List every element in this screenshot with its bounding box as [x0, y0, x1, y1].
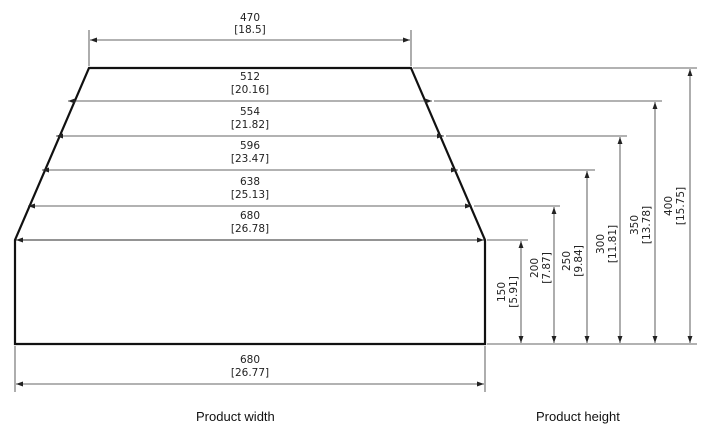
height-label-mm: 400 — [663, 196, 675, 216]
height-label-inch: [11.81] — [607, 225, 619, 263]
height-label-inch: [5.91] — [508, 276, 520, 308]
height-label-inch: [13.78] — [641, 206, 653, 244]
height-dimension-400: 400 [15.75] — [663, 69, 693, 343]
width-label-inch: [23.47] — [231, 153, 269, 165]
bottom-width-dimension: 680 [26.77] — [14, 346, 486, 392]
height-dimension-150: 150 [5.91] — [496, 241, 524, 343]
height-dimension-200: 200 [7.87] — [529, 207, 557, 343]
width-label-inch: [20.16] — [231, 84, 269, 96]
product-width-caption: Product width — [196, 409, 275, 424]
width-dimension-554: 554 [21.82] — [56, 106, 444, 139]
height-dimension-250: 250 [9.84] — [561, 171, 590, 343]
width-label-mm: 554 — [240, 106, 260, 118]
width-label-mm: 512 — [240, 71, 260, 83]
height-label-mm: 250 — [561, 251, 573, 271]
width-dimension-512: 512 [20.16] — [68, 71, 432, 104]
width-label-inch: [25.13] — [231, 189, 269, 201]
width-label-inch: [18.5] — [234, 24, 266, 36]
width-label-mm: 680 — [240, 210, 260, 222]
top-width-dimension: 470 [18.5] — [88, 12, 412, 66]
height-label-mm: 200 — [529, 258, 541, 278]
height-extension-lines — [413, 67, 697, 345]
height-label-inch: [9.84] — [573, 245, 585, 277]
width-label-mm: 680 — [240, 354, 260, 366]
width-label-mm: 638 — [240, 176, 260, 188]
width-label-mm: 596 — [240, 140, 260, 152]
width-dimension-596: 596 [23.47] — [42, 140, 458, 173]
product-height-caption: Product height — [536, 409, 620, 424]
width-label-inch: [21.82] — [231, 119, 269, 131]
height-label-inch: [7.87] — [541, 252, 553, 284]
height-label-mm: 150 — [496, 282, 508, 302]
height-label-mm: 350 — [629, 215, 641, 235]
height-label-inch: [15.75] — [675, 187, 687, 225]
width-dimension-680: 680 [26.78] — [16, 210, 484, 243]
height-dimension-300: 300 [11.81] — [595, 137, 623, 343]
height-dimension-350: 350 [13.78] — [629, 102, 658, 343]
height-label-mm: 300 — [595, 234, 607, 254]
width-label-inch: [26.77] — [231, 367, 269, 379]
width-label-inch: [26.78] — [231, 223, 269, 235]
width-dimension-638: 638 [25.13] — [28, 176, 472, 209]
width-label-mm: 470 — [240, 12, 260, 24]
